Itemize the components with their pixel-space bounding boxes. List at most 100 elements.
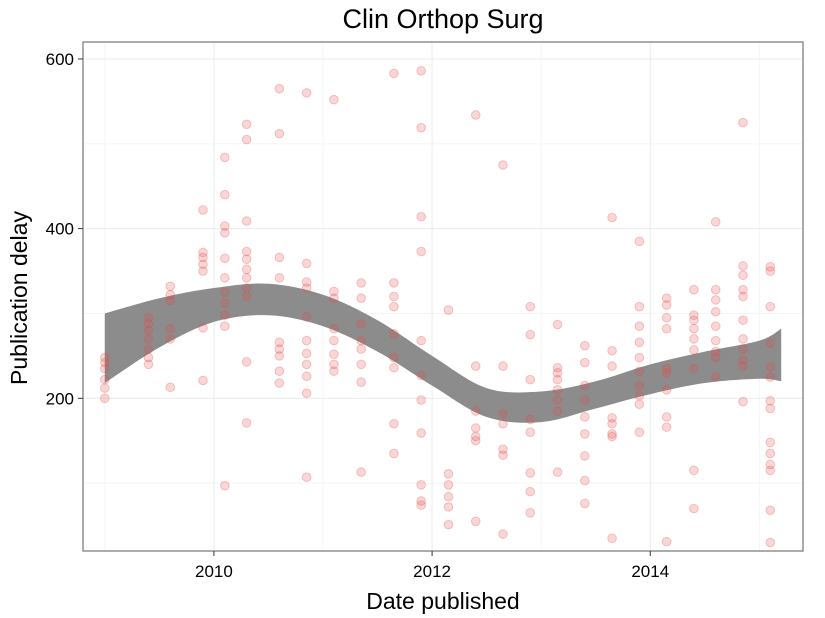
scatter-point	[389, 301, 399, 312]
scatter-point	[241, 283, 252, 293]
scatter-point	[580, 412, 590, 422]
scatter-point	[498, 408, 508, 419]
scatter-point	[710, 321, 721, 331]
scatter-point	[389, 291, 399, 302]
scatter-point	[329, 359, 339, 370]
scatter-point	[143, 334, 154, 344]
scatter-point	[634, 390, 645, 401]
scatter-point	[661, 412, 672, 422]
scatter-point	[738, 270, 748, 281]
scatter-point	[165, 295, 176, 306]
scatter-point	[470, 423, 481, 433]
scatter-point	[525, 414, 536, 425]
scatter-point	[470, 435, 481, 446]
scatter-point	[634, 366, 645, 376]
scatter-point	[416, 122, 426, 133]
scatter-point	[607, 413, 617, 423]
x-axis-title: Date published	[366, 588, 519, 614]
scatter-point	[356, 377, 366, 387]
scatter-point	[580, 475, 590, 486]
scatter-point	[329, 335, 339, 346]
scatter-point	[416, 395, 426, 405]
scatter-point	[220, 221, 230, 231]
plot-frame	[82, 41, 804, 552]
scatter-point	[710, 306, 721, 317]
scatter-point	[661, 323, 672, 334]
smooth-confidence-band	[104, 283, 782, 423]
scatter-point	[689, 310, 699, 320]
scatter-point	[143, 344, 154, 354]
x-axis-ticks: 2010 2012 2014	[195, 551, 669, 581]
scatter-point	[738, 117, 748, 128]
scatter-point	[580, 395, 590, 405]
scatter-point	[241, 254, 252, 264]
y-axis-ticks: 200 400 600	[46, 50, 83, 408]
scatter-point	[607, 418, 617, 429]
scatter-point	[443, 519, 454, 530]
scatter-point	[416, 370, 426, 381]
scatter-point	[274, 378, 285, 388]
scatter-point	[241, 216, 252, 226]
scatter-point	[329, 286, 339, 297]
scatter-point	[329, 323, 339, 334]
scatter-point	[416, 66, 426, 76]
scatter-point	[525, 508, 536, 518]
scatter-point	[607, 431, 617, 442]
scatter-point	[661, 293, 672, 303]
scatter-point	[143, 325, 154, 336]
scatter-point	[710, 335, 721, 346]
scatter-point	[552, 467, 563, 477]
scatter-point	[389, 448, 399, 459]
scatter-point	[710, 372, 721, 382]
scatter-point	[525, 468, 536, 478]
scatter-point	[329, 349, 339, 359]
scatter-point	[443, 305, 454, 315]
scatter-point	[220, 310, 230, 320]
scatter-point	[198, 266, 208, 276]
y-axis-title: Publication delay	[6, 211, 32, 385]
scatter-point	[329, 94, 339, 105]
scatter-point	[710, 346, 721, 357]
scatter-point	[274, 351, 285, 361]
scatter-point	[634, 352, 645, 363]
scatter-point	[738, 396, 748, 407]
scatter-point	[220, 152, 230, 163]
scatter-point	[100, 393, 110, 404]
scatter-point	[607, 345, 617, 356]
scatter-point	[389, 329, 399, 339]
scatter-point	[329, 366, 339, 376]
scatter-point	[274, 252, 285, 263]
scatter-point	[389, 278, 399, 288]
scatter-point	[220, 480, 230, 491]
scatter-point	[274, 344, 285, 354]
scatter-point	[738, 344, 748, 354]
scatter-point	[470, 110, 481, 120]
scatter-point	[765, 537, 776, 548]
scatter-point	[329, 293, 339, 303]
scatter-point	[100, 352, 110, 363]
scatter-point	[498, 418, 508, 429]
scatter-point	[580, 357, 590, 368]
scatter-point	[165, 290, 176, 300]
scatter-point	[301, 388, 312, 399]
scatter-point	[274, 366, 285, 376]
scatter-point	[389, 68, 399, 79]
scatter-point	[443, 491, 454, 502]
chart-title: Clin Orthop Surg	[342, 4, 543, 34]
scatter-point	[580, 498, 590, 509]
scatter-point	[689, 315, 699, 326]
scatter-point	[301, 371, 312, 382]
scatter-point	[143, 318, 154, 329]
scatter-point	[416, 480, 426, 490]
scatter-point	[220, 287, 230, 298]
scatter-point	[689, 284, 699, 295]
scatter-point	[100, 357, 110, 368]
scatter-point	[689, 363, 699, 374]
x-tick-label: 2010	[195, 562, 233, 581]
scatter-point	[661, 300, 672, 310]
scatter-point	[580, 429, 590, 439]
y-tick-label: 600	[46, 50, 74, 69]
scatter-point	[634, 321, 645, 331]
scatter-point	[765, 396, 776, 406]
smooth-band	[104, 283, 782, 423]
